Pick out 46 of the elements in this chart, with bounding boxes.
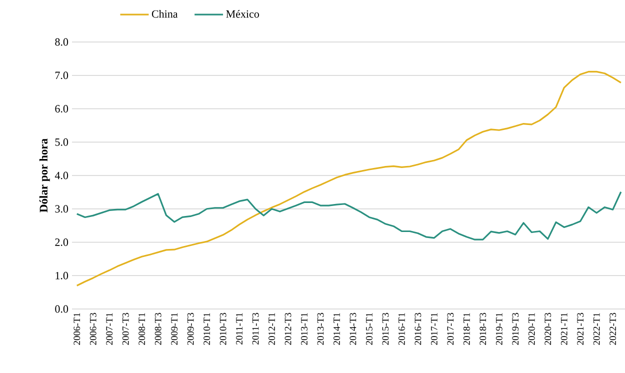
x-tick-label: 2018-T3	[480, 312, 486, 345]
x-tick-label: 2014-T1	[334, 313, 340, 345]
x-tick-label: 2013-T1	[301, 313, 308, 345]
y-tick-label: 0.0	[55, 305, 68, 313]
x-tick-label: 2010-T3	[220, 312, 226, 345]
x-tick-label: 2012-T1	[268, 313, 275, 345]
x-tick-label: 2016-T1	[398, 313, 405, 345]
x-tick-label: 2019-T1	[496, 313, 502, 345]
x-tick-label: 2019-T3	[512, 312, 519, 345]
y-tick-label: 3.0	[55, 205, 68, 213]
x-tick-label: 2006-T3	[90, 312, 96, 345]
y-tick-label: 1.0	[56, 272, 68, 280]
x-tick-label: 2014-T3	[350, 312, 356, 345]
y-tick-label: 5.0	[55, 138, 68, 146]
x-tick-label: 2022-T1	[593, 313, 600, 345]
y-axis-title: Dólar por hora	[39, 138, 50, 212]
x-tick-label: 2008-T3	[154, 312, 162, 345]
x-tick-label: 2020-T1	[528, 313, 535, 345]
x-tick-label: 2007-T3	[122, 312, 129, 345]
x-tick-label: 2008-T1	[138, 313, 146, 345]
x-tick-label: 2013-T3	[317, 312, 324, 345]
x-tick-label: 2017-T1	[430, 313, 438, 345]
y-tick-label: 4.0	[54, 172, 68, 180]
x-tick-label: 2012-T3	[284, 312, 292, 345]
x-tick-label: 2021-T3	[577, 312, 584, 345]
x-tick-label: 2015-T3	[382, 312, 389, 345]
x-tick-label: 2011-T1	[236, 313, 242, 344]
x-tick-label: 2007-T1	[106, 313, 113, 345]
x-tick-label: 2011-T3	[252, 312, 259, 344]
x-tick-label: 2017-T3	[447, 312, 454, 345]
x-tick-label: 2020-T3	[544, 312, 552, 345]
x-tick-label: 2010-T1	[204, 313, 210, 345]
x-tick-label: 2021-T1	[560, 313, 568, 345]
legend-label: China	[152, 10, 178, 18]
x-tick-label: 2016-T3	[414, 312, 422, 345]
y-tick-label: 6.0	[55, 105, 68, 112]
x-tick-label: 2022-T3	[610, 312, 616, 345]
y-tick-label: 8.0	[55, 38, 68, 46]
y-tick-label: 7.0	[55, 72, 68, 80]
y-tick-label: 2.0	[55, 238, 68, 246]
legend-label: México	[226, 10, 260, 18]
x-tick-label: 2018-T1	[463, 313, 470, 345]
x-tick-label: 2015-T1	[366, 313, 372, 345]
x-tick-label: 2009-T3	[187, 312, 194, 345]
x-tick-label: 2009-T1	[171, 313, 178, 345]
x-tick-label: 2006-T1	[74, 313, 80, 345]
